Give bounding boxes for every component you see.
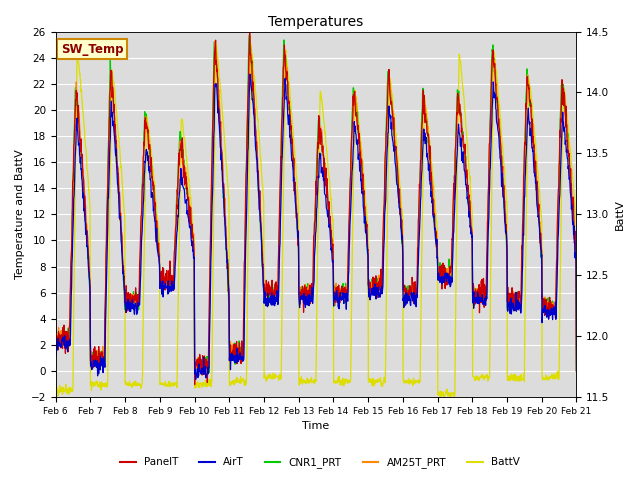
Text: SW_Temp: SW_Temp <box>61 43 124 56</box>
Y-axis label: BattV: BattV <box>615 199 625 230</box>
Title: Temperatures: Temperatures <box>268 15 364 29</box>
Legend: PanelT, AirT, CNR1_PRT, AM25T_PRT, BattV: PanelT, AirT, CNR1_PRT, AM25T_PRT, BattV <box>116 453 524 472</box>
Y-axis label: Temperature and BattV: Temperature and BattV <box>15 149 25 279</box>
X-axis label: Time: Time <box>303 421 330 432</box>
